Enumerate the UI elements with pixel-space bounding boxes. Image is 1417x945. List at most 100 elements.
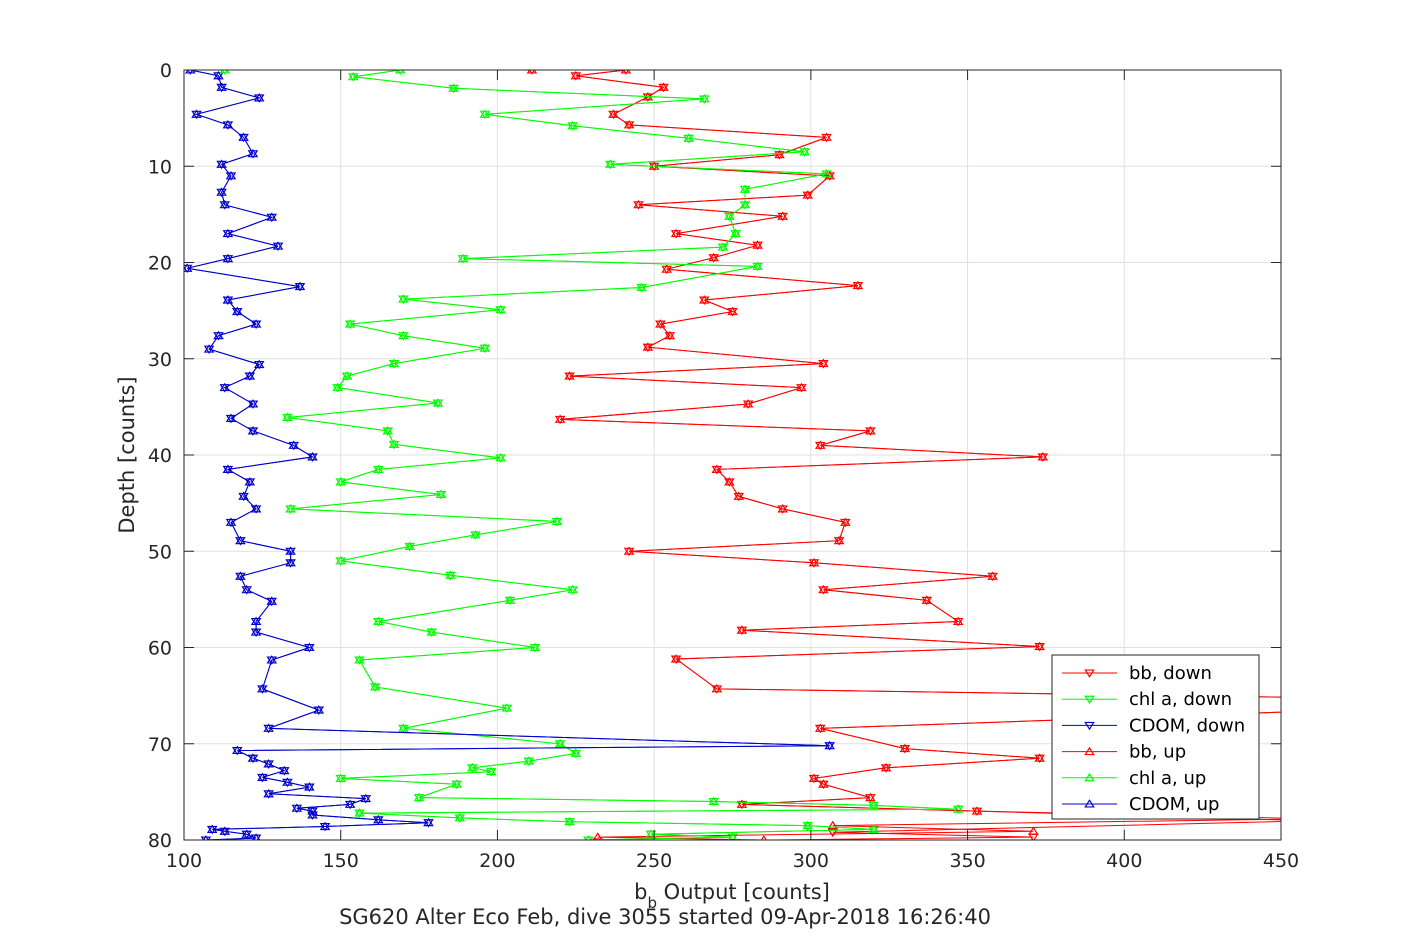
y-tick-label: 70 (148, 734, 172, 756)
data-point (398, 723, 409, 732)
x-tick-label: 400 (1106, 850, 1142, 872)
data-point (247, 753, 259, 762)
data-point (802, 820, 814, 830)
data-point (335, 773, 346, 782)
y-tick-label: 0 (160, 60, 172, 82)
legend-marker (1084, 799, 1095, 808)
figure-caption: SG620 Alter Eco Feb, dive 3055 started 0… (339, 905, 991, 929)
data-point (495, 304, 506, 314)
data-point (921, 595, 933, 604)
data-point (987, 571, 998, 580)
data-point (592, 832, 603, 840)
data-point (213, 330, 224, 340)
data-point (313, 705, 325, 714)
data-point (319, 821, 331, 831)
data-point (971, 806, 983, 815)
data-point (952, 804, 964, 813)
data-point (225, 170, 237, 180)
data-point (413, 792, 425, 802)
data-point (263, 788, 274, 798)
data-point (833, 535, 845, 545)
data-point (623, 546, 635, 555)
data-point (1034, 753, 1045, 762)
data-point (244, 371, 256, 380)
data-point (191, 109, 202, 118)
series-line (186, 70, 830, 840)
data-point (818, 584, 829, 594)
data-point (739, 199, 751, 209)
data-point (623, 119, 635, 129)
data-point (683, 133, 694, 142)
data-point (1028, 826, 1039, 835)
data-point (711, 683, 723, 693)
legend-box (1051, 654, 1260, 820)
data-point (222, 253, 234, 263)
data-point (727, 832, 738, 840)
data-point (824, 740, 835, 750)
data-point (485, 766, 497, 776)
data-point (394, 70, 406, 74)
data-point (253, 359, 265, 369)
data-point (739, 184, 751, 193)
data-point (736, 799, 748, 808)
data-point (282, 777, 293, 786)
data-point (435, 489, 447, 499)
data-point (307, 806, 318, 815)
series-cdom-up (184, 70, 835, 840)
data-point (802, 190, 814, 199)
data-point (608, 109, 619, 118)
data-point (448, 83, 459, 92)
data-point (241, 584, 252, 594)
data-point (564, 371, 575, 380)
data-point (821, 169, 832, 178)
data-point (736, 625, 748, 634)
data-point (388, 358, 400, 368)
y-tick-label: 20 (148, 253, 172, 275)
legend-label: CDOM, up (1129, 794, 1219, 815)
data-point (708, 252, 719, 262)
legend-entry: bb, up (1062, 742, 1186, 763)
y-tick-label: 30 (148, 349, 172, 371)
data-point (504, 595, 516, 604)
data-point (344, 799, 356, 808)
data-point (808, 773, 820, 782)
data-point (382, 426, 394, 435)
data-point (285, 546, 296, 555)
data-point (354, 655, 365, 664)
data-point (241, 829, 252, 838)
data-point (247, 148, 259, 158)
data-point (203, 344, 215, 353)
data-point (332, 382, 343, 392)
data-point (827, 828, 839, 838)
legend-entry: CDOM, up (1062, 794, 1219, 815)
data-point (232, 745, 243, 755)
data-point (777, 211, 788, 220)
legend-marker (1084, 772, 1095, 782)
data-point (335, 555, 346, 565)
data-point (266, 655, 278, 664)
data-point (529, 642, 541, 652)
data-point (821, 132, 832, 141)
data-point (344, 319, 356, 328)
x-tick-label: 150 (323, 850, 359, 872)
data-point (592, 838, 604, 840)
data-point (216, 187, 227, 196)
data-point (868, 824, 879, 833)
data-point (636, 282, 647, 292)
data-point (604, 159, 616, 168)
data-point (250, 319, 262, 328)
data-point (257, 683, 268, 693)
x-tick-label: 300 (793, 850, 829, 872)
legend-marker (1084, 721, 1095, 731)
data-point (235, 571, 246, 580)
data-point (216, 159, 227, 168)
data-point (404, 541, 415, 550)
data-point (470, 529, 481, 539)
legend-entry: CDOM, down (1062, 715, 1245, 736)
data-point (222, 119, 234, 129)
data-point (567, 120, 578, 130)
data-point (1034, 641, 1045, 651)
data-point (451, 779, 462, 788)
data-point (1037, 452, 1049, 461)
y-axis-label: Depth [counts] (115, 376, 139, 533)
